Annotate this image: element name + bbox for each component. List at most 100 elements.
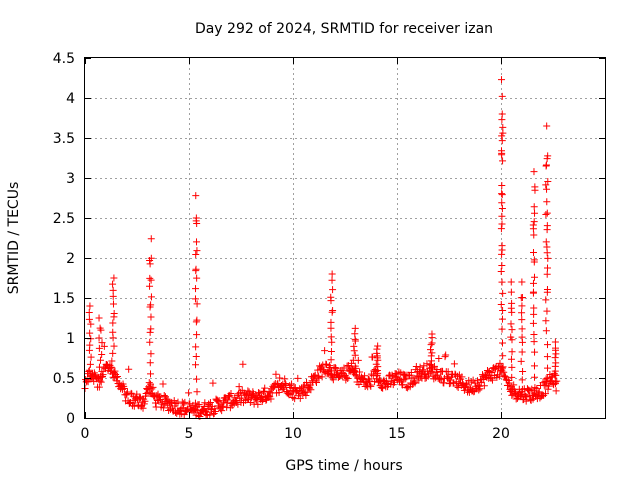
data-point xyxy=(206,411,214,419)
x-axis-label: GPS time / hours xyxy=(285,458,402,474)
data-point xyxy=(223,403,231,411)
data-point xyxy=(224,396,232,404)
data-point xyxy=(551,344,559,352)
data-point xyxy=(552,387,560,395)
data-point xyxy=(379,384,387,392)
data-point xyxy=(87,353,95,361)
data-point xyxy=(497,225,505,233)
data-point xyxy=(98,373,106,381)
data-point xyxy=(296,394,304,402)
data-point xyxy=(193,274,201,282)
data-point xyxy=(160,391,168,399)
data-point xyxy=(542,317,550,325)
data-point xyxy=(331,363,339,371)
data-point xyxy=(95,334,103,342)
data-point xyxy=(145,379,153,387)
data-point xyxy=(192,361,200,369)
data-point xyxy=(147,293,155,301)
data-point xyxy=(498,242,506,250)
data-point xyxy=(518,302,526,310)
y-tick-label: 0 xyxy=(66,411,75,427)
data-point xyxy=(307,386,315,394)
data-point xyxy=(209,379,217,387)
data-point xyxy=(87,371,95,379)
data-point xyxy=(531,373,539,381)
data-point xyxy=(499,157,507,165)
data-point xyxy=(356,368,364,376)
data-point xyxy=(146,282,154,290)
data-point xyxy=(508,348,516,356)
data-point xyxy=(343,362,351,370)
data-point xyxy=(543,209,551,217)
data-point xyxy=(328,367,336,375)
data-point xyxy=(531,389,539,397)
data-point xyxy=(518,316,526,324)
data-point xyxy=(87,320,95,328)
data-point xyxy=(530,310,538,318)
data-point xyxy=(147,350,155,358)
data-point xyxy=(498,191,506,199)
data-point xyxy=(498,110,506,118)
data-point xyxy=(426,346,434,354)
data-point xyxy=(542,162,550,170)
data-point xyxy=(518,333,526,341)
data-point xyxy=(543,155,551,163)
data-point xyxy=(535,388,543,396)
data-point xyxy=(411,379,419,387)
data-point xyxy=(497,267,505,275)
data-point xyxy=(86,360,94,368)
data-point xyxy=(442,351,450,359)
data-point xyxy=(530,338,538,346)
data-point xyxy=(254,400,262,408)
data-point xyxy=(399,381,407,389)
y-tick-label: 2 xyxy=(66,251,75,267)
data-point xyxy=(135,395,143,403)
data-point xyxy=(361,372,369,380)
data-point xyxy=(109,300,117,308)
x-tick-label: 10 xyxy=(284,426,302,442)
data-point xyxy=(542,390,550,398)
data-point xyxy=(388,371,396,379)
data-point xyxy=(120,384,128,392)
y-tick-label: 0.5 xyxy=(53,371,75,387)
data-point xyxy=(193,238,201,246)
data-point xyxy=(351,351,359,359)
data-point xyxy=(437,375,445,383)
data-point xyxy=(518,278,526,286)
data-point xyxy=(446,376,454,384)
data-point xyxy=(111,367,119,375)
x-tick-label: 5 xyxy=(185,426,194,442)
data-point xyxy=(181,398,189,406)
data-point xyxy=(267,395,275,403)
data-point xyxy=(543,222,551,230)
data-point xyxy=(543,198,551,206)
data-point xyxy=(473,377,481,385)
data-point xyxy=(552,359,560,367)
data-point xyxy=(427,341,435,349)
data-point xyxy=(498,261,506,269)
data-point xyxy=(507,333,515,341)
data-point xyxy=(146,328,154,336)
data-point xyxy=(218,407,226,415)
data-point xyxy=(137,394,145,402)
data-point xyxy=(192,285,200,293)
data-point xyxy=(498,278,506,286)
data-point xyxy=(518,390,526,398)
data-point xyxy=(122,391,130,399)
data-point xyxy=(215,397,223,405)
data-point xyxy=(274,379,282,387)
data-point xyxy=(322,361,330,369)
data-point xyxy=(551,338,559,346)
data-point xyxy=(402,375,410,383)
data-point xyxy=(518,293,526,301)
data-point xyxy=(327,356,335,364)
data-point xyxy=(553,377,561,385)
data-point xyxy=(498,137,506,145)
data-point xyxy=(508,363,516,371)
y-tick-label: 4 xyxy=(66,91,75,107)
data-point xyxy=(218,402,226,410)
data-point xyxy=(86,341,94,349)
data-point xyxy=(315,374,323,382)
data-point xyxy=(522,397,530,405)
data-point xyxy=(498,212,506,220)
